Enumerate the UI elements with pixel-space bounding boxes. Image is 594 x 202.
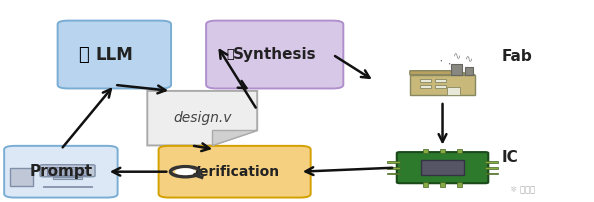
Text: Fab: Fab xyxy=(502,49,533,64)
FancyBboxPatch shape xyxy=(485,173,498,174)
FancyBboxPatch shape xyxy=(440,182,445,187)
Text: 🔋: 🔋 xyxy=(226,48,233,61)
FancyBboxPatch shape xyxy=(421,160,464,175)
FancyBboxPatch shape xyxy=(420,85,431,88)
Text: Synthesis: Synthesis xyxy=(233,47,317,62)
FancyBboxPatch shape xyxy=(457,149,462,153)
Text: ∿: ∿ xyxy=(465,55,473,65)
Circle shape xyxy=(175,168,196,175)
FancyBboxPatch shape xyxy=(435,79,446,82)
Text: ⚛ 量子位: ⚛ 量子位 xyxy=(510,185,535,194)
Polygon shape xyxy=(147,91,257,145)
FancyBboxPatch shape xyxy=(387,167,400,168)
Polygon shape xyxy=(410,71,475,75)
FancyBboxPatch shape xyxy=(423,182,428,187)
Text: Prompt: Prompt xyxy=(29,164,93,179)
FancyBboxPatch shape xyxy=(423,149,428,153)
Polygon shape xyxy=(212,130,257,145)
FancyBboxPatch shape xyxy=(457,182,462,187)
FancyBboxPatch shape xyxy=(485,161,498,163)
FancyBboxPatch shape xyxy=(11,168,33,186)
FancyBboxPatch shape xyxy=(47,167,88,175)
FancyBboxPatch shape xyxy=(447,87,460,95)
FancyBboxPatch shape xyxy=(465,67,473,75)
Text: Verification: Verification xyxy=(189,165,280,179)
FancyBboxPatch shape xyxy=(420,79,431,82)
FancyBboxPatch shape xyxy=(440,149,445,153)
Text: design.v: design.v xyxy=(173,111,232,125)
Text: LLM: LLM xyxy=(96,45,133,64)
FancyBboxPatch shape xyxy=(40,165,95,177)
FancyBboxPatch shape xyxy=(58,21,171,88)
FancyBboxPatch shape xyxy=(435,85,446,88)
Text: IC: IC xyxy=(502,150,519,165)
FancyBboxPatch shape xyxy=(410,75,475,95)
FancyBboxPatch shape xyxy=(206,21,343,88)
FancyBboxPatch shape xyxy=(53,177,82,179)
FancyBboxPatch shape xyxy=(387,173,400,174)
FancyBboxPatch shape xyxy=(397,152,488,183)
FancyBboxPatch shape xyxy=(4,146,118,198)
FancyBboxPatch shape xyxy=(451,64,462,75)
Text: 💡: 💡 xyxy=(78,45,89,64)
FancyBboxPatch shape xyxy=(387,161,400,163)
FancyBboxPatch shape xyxy=(159,146,311,198)
FancyBboxPatch shape xyxy=(43,185,92,187)
Text: ∿: ∿ xyxy=(453,52,461,62)
FancyBboxPatch shape xyxy=(485,167,498,168)
